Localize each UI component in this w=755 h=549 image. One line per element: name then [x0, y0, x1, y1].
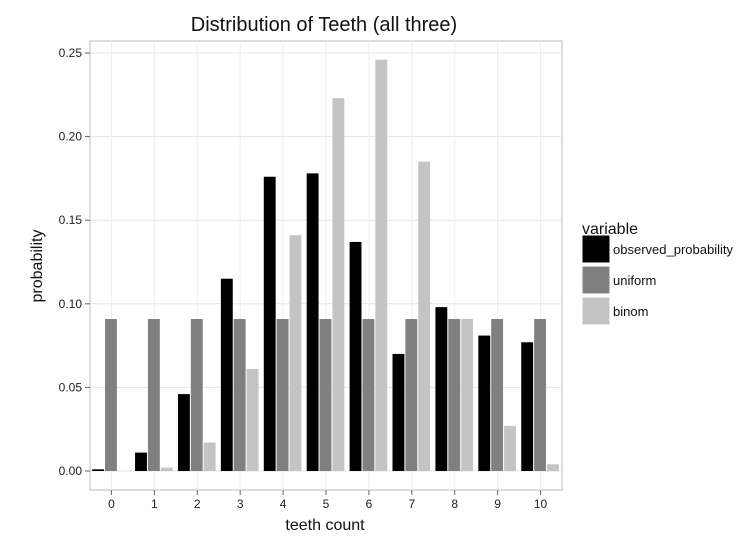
legend-swatch: [581, 296, 611, 326]
bar-observed-probability: [392, 353, 405, 471]
x-tick-label: 0: [108, 497, 115, 511]
bar-observed-probability: [306, 173, 319, 471]
bar-observed-probability: [92, 469, 105, 471]
y-tick-label: 0.00: [59, 464, 83, 478]
bar-observed-probability: [263, 176, 276, 471]
bar-uniform: [491, 319, 504, 471]
x-tick-label: 8: [451, 497, 458, 511]
legend-label: binom: [613, 304, 648, 319]
bar-binom: [203, 442, 216, 471]
legend-label: observed_probability: [613, 242, 733, 257]
x-tick-label: 2: [194, 497, 201, 511]
x-tick-label: 6: [366, 497, 373, 511]
x-axis-title: teeth count: [285, 517, 365, 534]
bar-uniform: [534, 319, 546, 471]
y-tick-label: 0.05: [59, 380, 83, 394]
bar-uniform: [276, 319, 289, 471]
bar-binom: [418, 161, 431, 471]
bar-binom: [160, 467, 173, 471]
bar-uniform: [147, 319, 160, 471]
chart-title: Distribution of Teeth (all three): [191, 14, 457, 36]
legend-swatch: [581, 265, 611, 295]
bar-observed-probability: [220, 278, 233, 471]
y-tick-label: 0.10: [59, 297, 83, 311]
y-axis: 0.00 0.05 0.10 0.15 0.20 0.25: [59, 46, 90, 478]
bar-binom: [246, 369, 259, 471]
y-tick-label: 0.20: [59, 130, 83, 144]
y-tick-label: 0.15: [59, 213, 83, 227]
x-axis: 0 1 2 3 4 5 6 7 8 9 10: [108, 490, 548, 511]
y-axis-title: probability: [29, 230, 46, 303]
bar-observed-probability: [177, 394, 190, 471]
x-tick-label: 4: [280, 497, 287, 511]
bar-uniform: [362, 319, 375, 471]
bar-uniform: [233, 319, 246, 471]
bar-uniform: [405, 319, 418, 471]
bar-observed-probability: [478, 335, 491, 471]
y-tick-label: 0.25: [59, 46, 83, 60]
bar-observed-probability: [435, 307, 448, 471]
bar-binom: [375, 59, 388, 472]
bar-uniform: [319, 319, 332, 471]
bar-binom: [504, 425, 516, 471]
x-tick-label: 3: [237, 497, 244, 511]
bar-uniform: [448, 319, 461, 471]
bar-uniform: [190, 319, 203, 471]
bar-binom: [546, 464, 559, 471]
legend-title: variable: [582, 221, 638, 238]
bar-observed-probability: [135, 452, 147, 471]
bar-binom: [332, 98, 345, 472]
x-tick-label: 10: [534, 497, 548, 511]
bar-binom: [461, 318, 474, 471]
x-tick-label: 7: [408, 497, 415, 511]
bar-uniform: [105, 319, 117, 471]
bar-observed-probability: [521, 342, 534, 471]
x-tick-label: 9: [494, 497, 501, 511]
legend-label: uniform: [613, 273, 656, 288]
bar-observed-probability: [349, 241, 362, 471]
legend-swatch: [581, 234, 611, 264]
x-tick-label: 5: [323, 497, 330, 511]
x-tick-label: 1: [151, 497, 158, 511]
bar-binom: [289, 235, 302, 471]
bars-group: [92, 59, 559, 472]
